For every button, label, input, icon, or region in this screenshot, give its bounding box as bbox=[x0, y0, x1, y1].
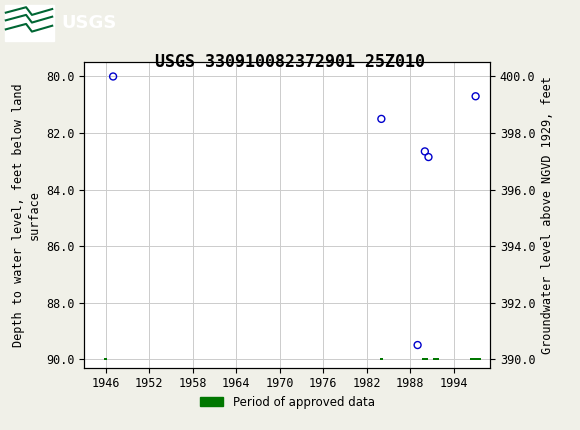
Bar bbox=[104, 358, 107, 360]
Bar bbox=[422, 358, 427, 360]
FancyBboxPatch shape bbox=[5, 4, 54, 41]
Bar bbox=[470, 358, 481, 360]
Legend: Period of approved data: Period of approved data bbox=[195, 391, 379, 414]
Y-axis label: Depth to water level, feet below land
surface: Depth to water level, feet below land su… bbox=[12, 83, 41, 347]
Point bbox=[424, 154, 433, 160]
Y-axis label: Groundwater level above NGVD 1929, feet: Groundwater level above NGVD 1929, feet bbox=[541, 76, 554, 354]
Text: USGS: USGS bbox=[61, 14, 116, 31]
Bar bbox=[433, 358, 438, 360]
Point bbox=[471, 93, 480, 100]
Point bbox=[377, 115, 386, 122]
Point bbox=[108, 73, 118, 80]
Point bbox=[420, 148, 430, 155]
Bar bbox=[380, 358, 383, 360]
Text: USGS 330910082372901 25Z010: USGS 330910082372901 25Z010 bbox=[155, 53, 425, 71]
Point bbox=[413, 341, 422, 348]
